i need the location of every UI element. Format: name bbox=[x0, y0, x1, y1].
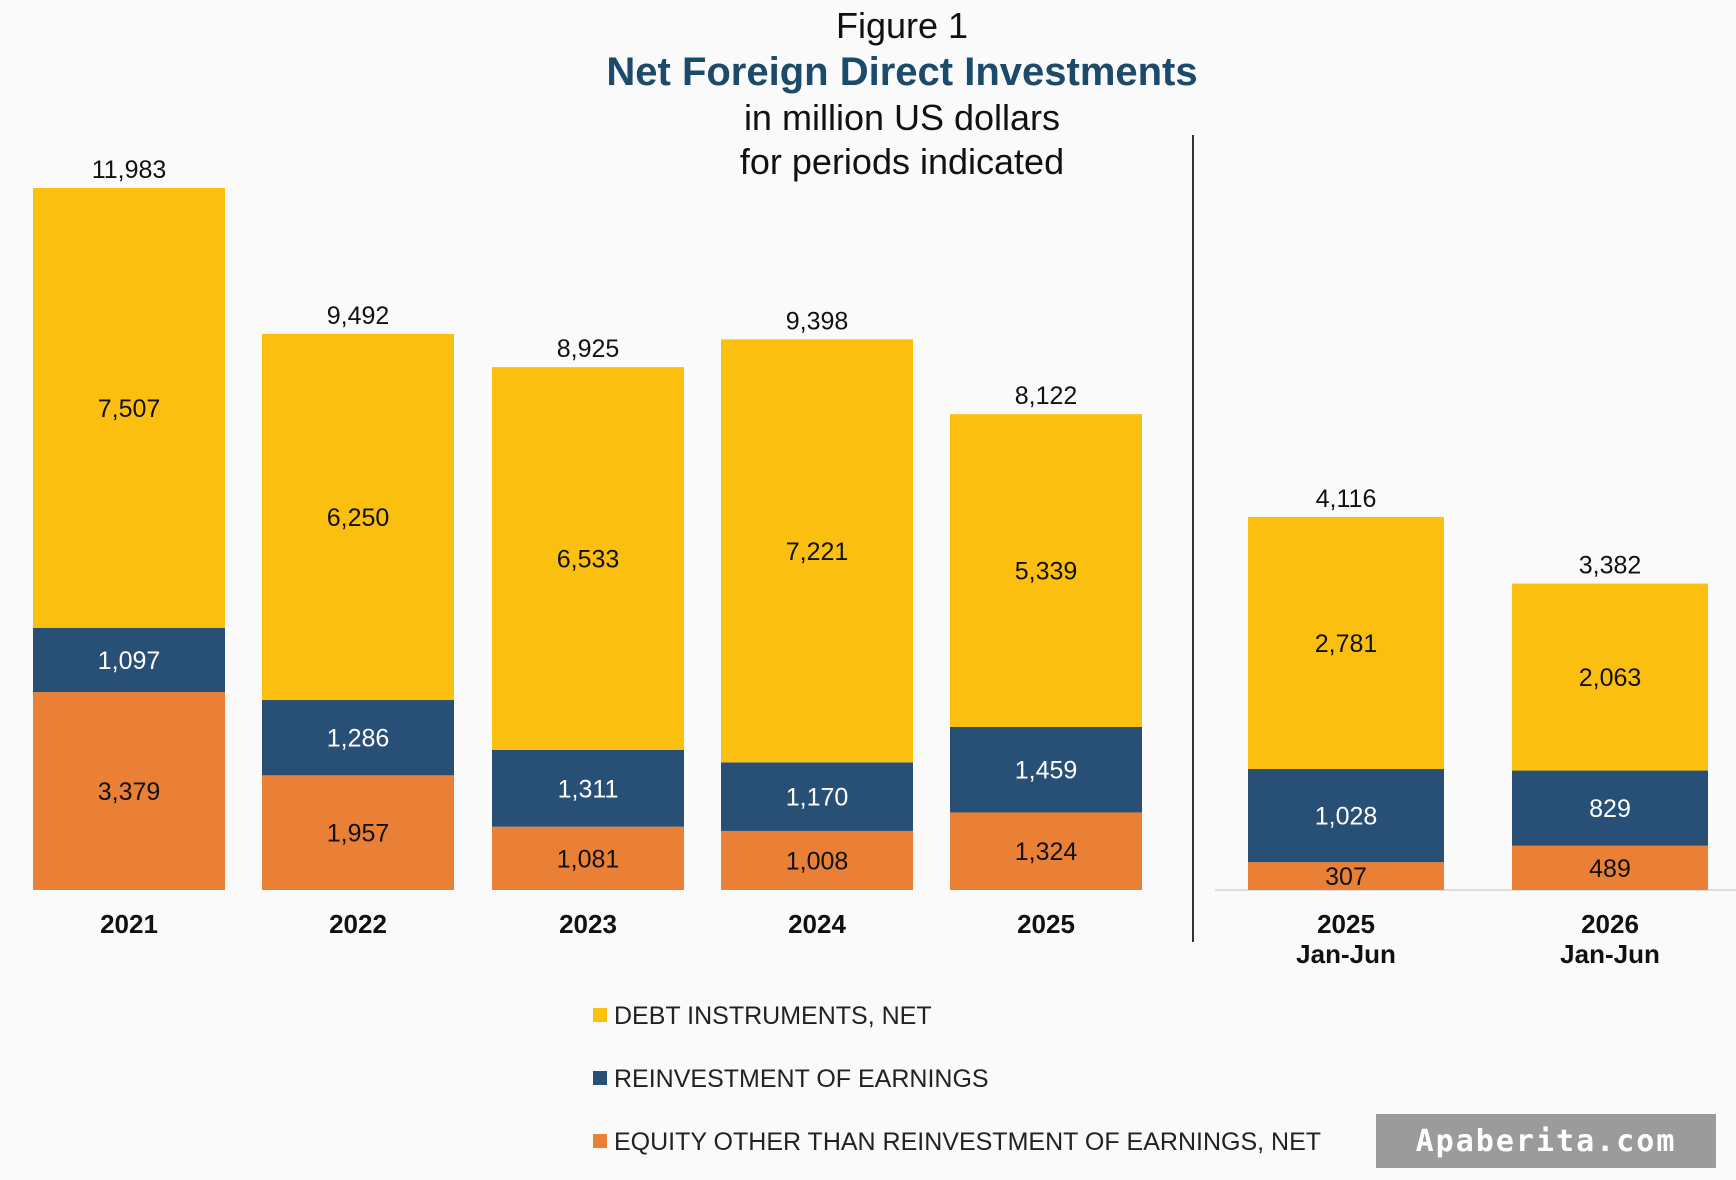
bar-segment bbox=[262, 333, 454, 701]
total-value-label: 8,122 bbox=[1015, 382, 1078, 410]
segment-value-label: 307 bbox=[1325, 863, 1367, 891]
segment-value-label: 5,339 bbox=[1015, 558, 1078, 586]
category-label: Jan-Jun bbox=[1296, 939, 1396, 969]
legend-swatch bbox=[593, 1134, 607, 1148]
category-label: 2023 bbox=[559, 909, 617, 939]
bar-segment bbox=[950, 812, 1142, 890]
bars-layer: 3,379 1,097 7,507 11,983 2021 1,957 1,286 6,250… bbox=[33, 156, 1708, 969]
bar-segment bbox=[33, 627, 225, 693]
segment-value-label: 1,286 bbox=[327, 725, 390, 753]
segment-value-label: 1,097 bbox=[98, 647, 161, 675]
bar-segment bbox=[1512, 770, 1708, 846]
bar-segment bbox=[492, 367, 684, 750]
bar-segment bbox=[33, 692, 225, 890]
total-value-label: 8,925 bbox=[557, 335, 620, 363]
bar-segment bbox=[492, 749, 684, 827]
category-label: 2025 bbox=[1017, 909, 1075, 939]
legend-label: DEBT INSTRUMENTS, NET bbox=[614, 1002, 932, 1030]
bar-segment bbox=[721, 830, 913, 890]
bar-segment bbox=[950, 414, 1142, 727]
bar-segment bbox=[1512, 583, 1708, 771]
segment-value-label: 1,028 bbox=[1315, 803, 1378, 831]
bar-segment bbox=[721, 339, 913, 763]
bar-segment bbox=[33, 188, 225, 628]
segment-value-label: 1,081 bbox=[557, 845, 620, 873]
watermark-text: Apaberita.com bbox=[1416, 1124, 1677, 1159]
segment-value-label: 2,063 bbox=[1579, 664, 1642, 692]
bar-segment bbox=[1248, 517, 1444, 770]
segment-value-label: 6,533 bbox=[557, 546, 620, 574]
chart-subtitle-line-1: in million US dollars bbox=[744, 97, 1060, 138]
total-value-label: 4,116 bbox=[1316, 485, 1377, 513]
legend-label: EQUITY OTHER THAN REINVESTMENT OF EARNIN… bbox=[614, 1128, 1321, 1156]
watermark: Apaberita.com bbox=[1376, 1114, 1716, 1168]
bar-segment bbox=[1248, 769, 1444, 863]
segment-value-label: 1,459 bbox=[1015, 757, 1078, 785]
total-value-label: 9,492 bbox=[327, 302, 390, 330]
figure-label: Figure 1 bbox=[836, 5, 968, 46]
segment-value-label: 1,324 bbox=[1015, 838, 1078, 866]
bar-segment bbox=[1248, 862, 1444, 890]
segment-value-label: 7,221 bbox=[786, 538, 849, 566]
category-label: Jan-Jun bbox=[1560, 939, 1660, 969]
segment-value-label: 1,311 bbox=[558, 775, 619, 803]
bar-segment bbox=[262, 700, 454, 776]
legend-label: REINVESTMENT OF EARNINGS bbox=[614, 1065, 989, 1093]
segment-value-label: 3,379 bbox=[98, 778, 161, 806]
segment-value-label: 7,507 bbox=[98, 395, 161, 423]
category-label: 2021 bbox=[100, 909, 158, 939]
bar-segment bbox=[950, 726, 1142, 813]
segment-value-label: 489 bbox=[1589, 855, 1631, 883]
category-label: 2022 bbox=[329, 909, 387, 939]
chart-subtitle-line-2: for periods indicated bbox=[740, 141, 1064, 182]
bar-segment bbox=[262, 775, 454, 890]
segment-value-label: 1,170 bbox=[786, 784, 849, 812]
bar-segment bbox=[492, 826, 684, 890]
bar-segment bbox=[721, 762, 913, 831]
category-label: 2024 bbox=[788, 909, 846, 939]
legend-swatch bbox=[593, 1008, 607, 1022]
category-label: 2026 bbox=[1581, 909, 1639, 939]
segment-value-label: 1,957 bbox=[327, 820, 390, 848]
legend: DEBT INSTRUMENTS, NET REINVESTMENT OF EAR… bbox=[593, 1002, 1321, 1156]
chart-title: Net Foreign Direct Investments bbox=[606, 50, 1197, 94]
segment-value-label: 1,008 bbox=[786, 847, 849, 875]
total-value-label: 11,983 bbox=[92, 156, 167, 184]
bar-segment bbox=[1512, 845, 1708, 890]
total-value-label: 3,382 bbox=[1579, 552, 1642, 580]
segment-value-label: 2,781 bbox=[1315, 630, 1378, 658]
total-value-label: 9,398 bbox=[786, 307, 849, 335]
segment-value-label: 6,250 bbox=[327, 504, 390, 532]
category-label: 2025 bbox=[1317, 909, 1375, 939]
watermark-box bbox=[1376, 1114, 1716, 1168]
legend-swatch bbox=[593, 1071, 607, 1085]
segment-value-label: 829 bbox=[1589, 795, 1631, 823]
